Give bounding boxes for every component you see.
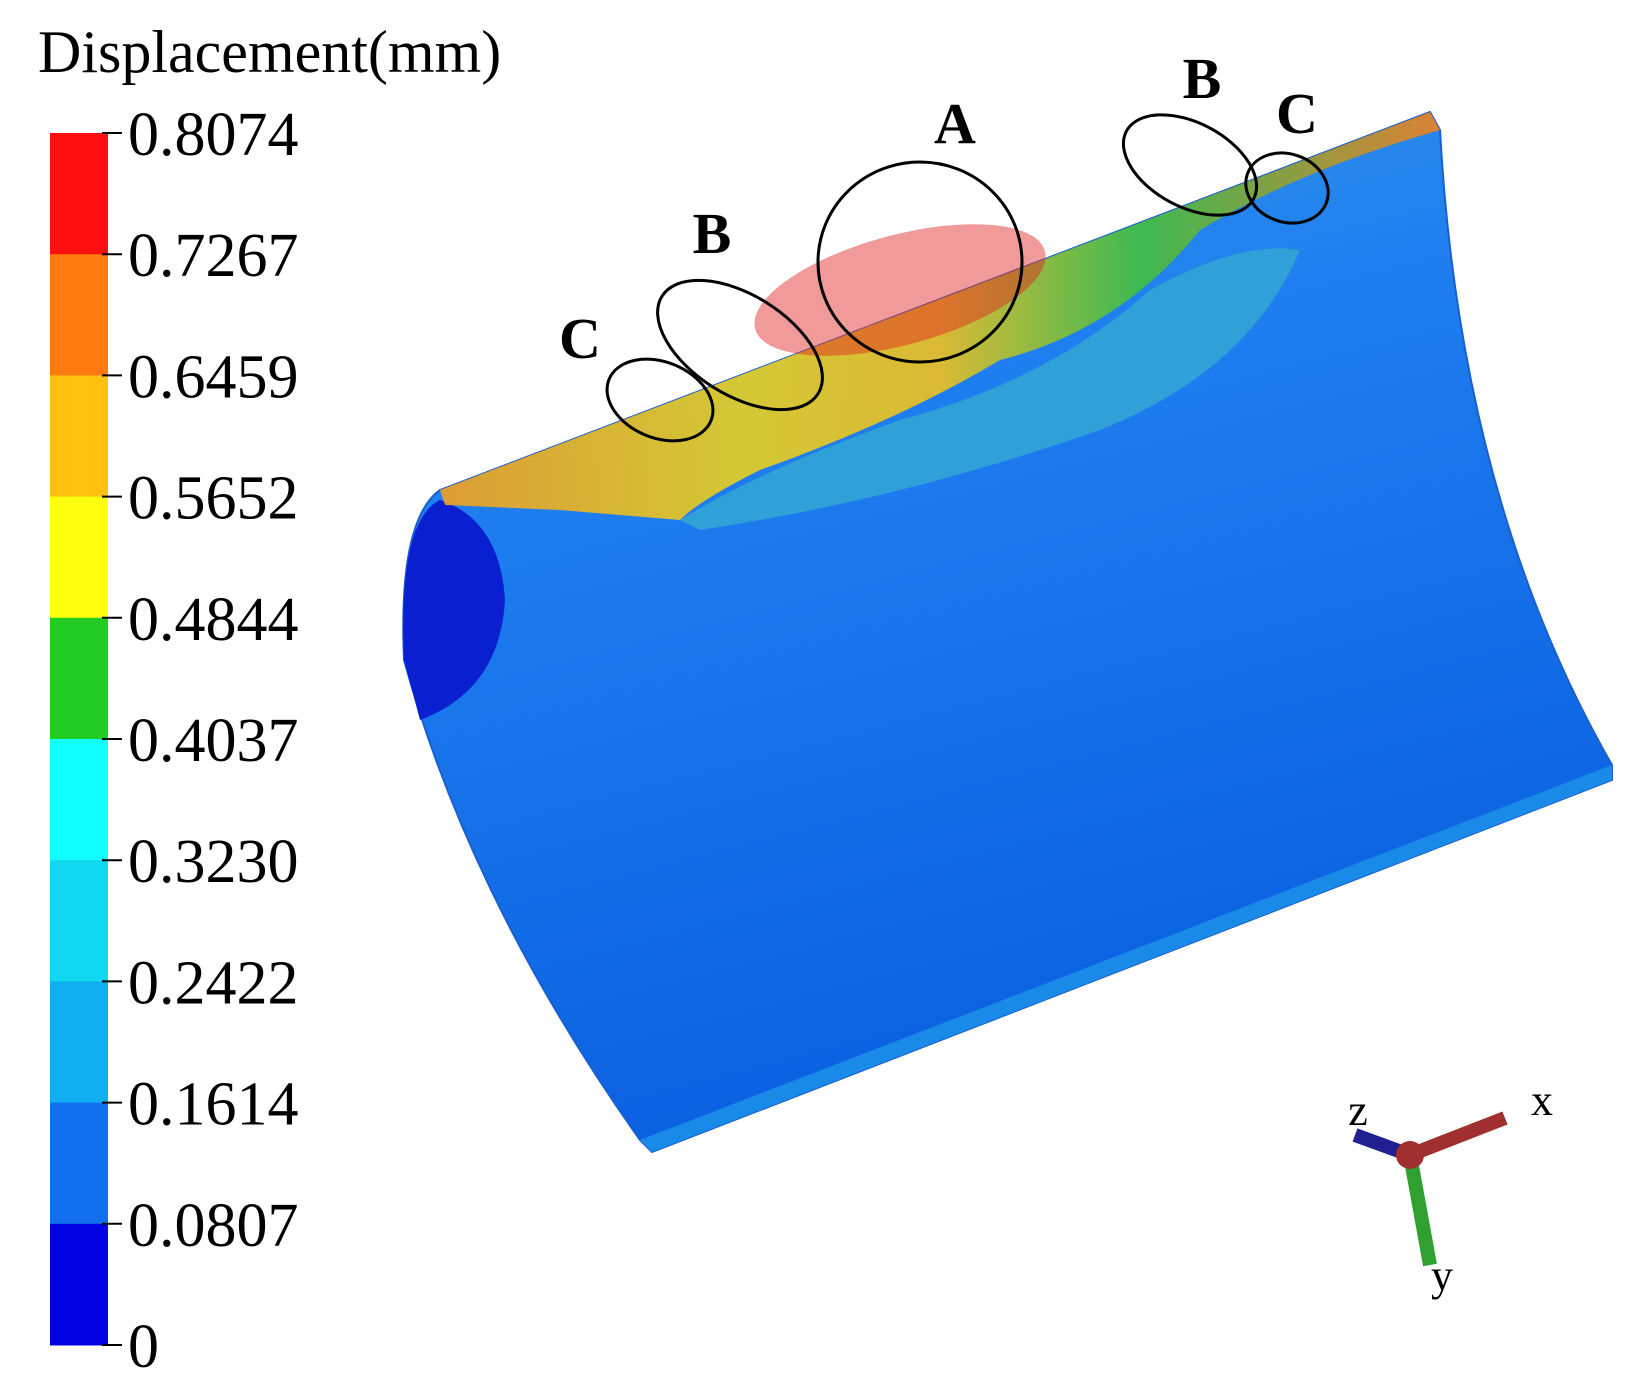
region-label: B xyxy=(693,201,732,266)
colorbar-label: 0.5652 xyxy=(128,465,299,533)
colorbar-band xyxy=(50,133,108,255)
colorbar-label: 0.1614 xyxy=(128,1071,299,1139)
axis-triad: z x y xyxy=(1348,1076,1553,1300)
colorbar-label: 0.4037 xyxy=(128,707,299,775)
colorbar: 0.8074 0.7267 0.6459 0.5652 0.4844 0.4037 0.32… xyxy=(50,101,299,1381)
region-labels: A B C B C xyxy=(559,46,1318,371)
axis-label: z xyxy=(1348,1086,1368,1135)
colorbar-label: 0.7267 xyxy=(128,222,299,290)
colorbar-label: 0 xyxy=(128,1313,159,1381)
colorbar-band xyxy=(50,375,108,498)
model xyxy=(402,110,1613,1154)
colorbar-band xyxy=(50,617,108,740)
axis-label: y xyxy=(1431,1251,1453,1300)
region-label: A xyxy=(934,91,976,156)
colorbar-label: 0.8074 xyxy=(128,101,299,169)
region-markers xyxy=(605,113,1330,443)
region-label: B xyxy=(1183,46,1222,111)
colorbar-band xyxy=(50,1223,108,1346)
colorbar-label: 0.4844 xyxy=(128,586,299,654)
region-label: C xyxy=(559,306,601,371)
region-label: C xyxy=(1276,81,1318,146)
colorbar-band xyxy=(50,981,108,1104)
colorbar-label: 0.6459 xyxy=(128,343,299,411)
colorbar-label: 0.3230 xyxy=(128,828,299,896)
colorbar-label: 0.2422 xyxy=(128,949,299,1017)
axis-label: x xyxy=(1531,1076,1553,1125)
colorbar-band xyxy=(50,860,108,982)
colorbar-band xyxy=(50,1102,108,1225)
legend-title: Displacement(mm) xyxy=(38,19,501,85)
colorbar-band xyxy=(50,254,108,376)
colorbar-band xyxy=(50,739,108,861)
colorbar-band xyxy=(50,496,108,619)
colorbar-label: 0.0807 xyxy=(128,1192,299,1260)
